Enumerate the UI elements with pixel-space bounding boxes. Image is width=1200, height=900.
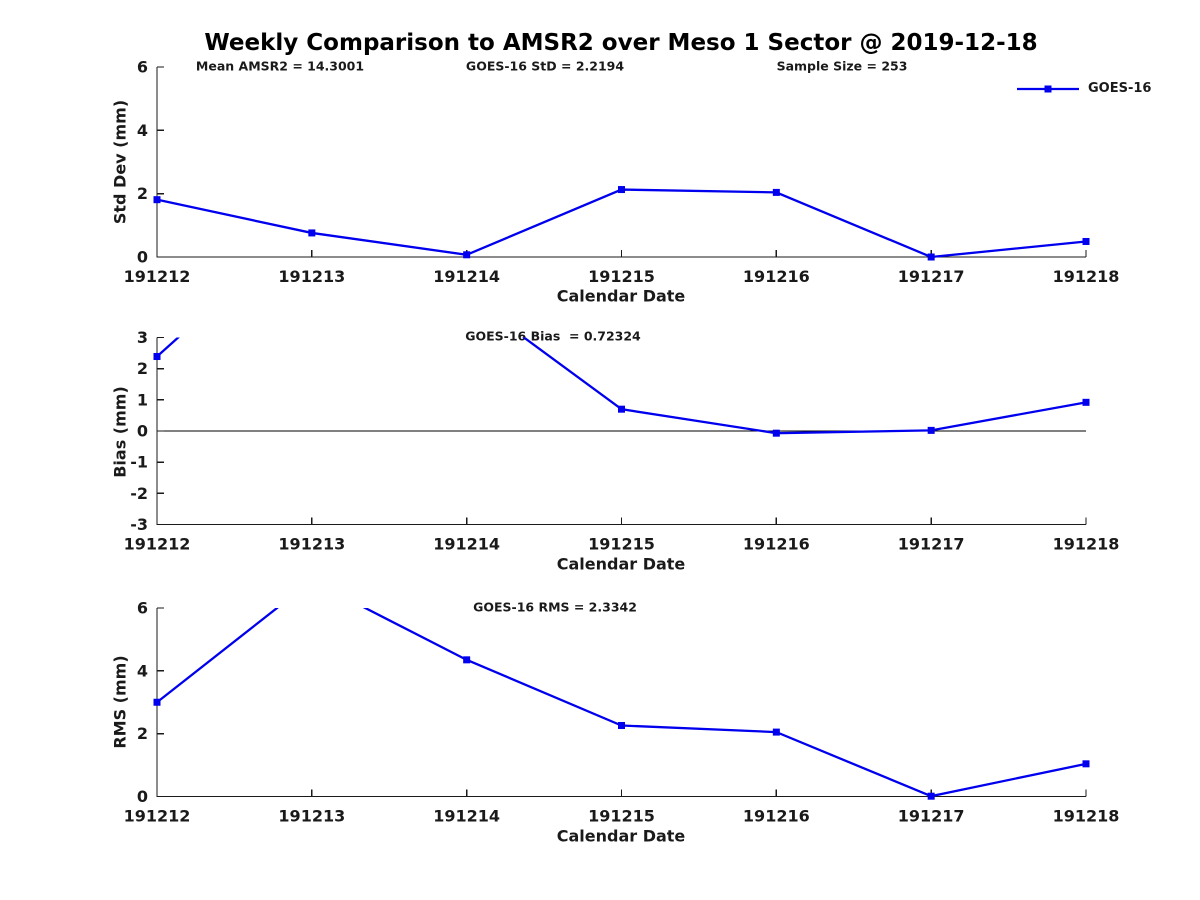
data-point-marker xyxy=(772,728,780,736)
y-tick-label: 6 xyxy=(137,58,148,77)
x-tick-label: 191213 xyxy=(278,807,345,826)
y-tick-label: 0 xyxy=(137,787,148,806)
x-axis-label-calendar-date-3: Calendar Date xyxy=(556,826,686,846)
data-line-goes16 xyxy=(156,608,1087,798)
chart-panel-bias: -3 -2 -1 0 1 2 3 191212 191213 191214 191215 191216… xyxy=(124,328,1120,554)
x-tick-label: 191215 xyxy=(588,807,655,826)
x-tick-label: 191216 xyxy=(743,535,810,554)
y-tick-label: 3 xyxy=(137,328,148,347)
data-line-goes16 xyxy=(156,337,1087,435)
x-tick-label: 191215 xyxy=(588,267,655,286)
data-point-marker xyxy=(618,721,625,729)
x-tick-label: 191214 xyxy=(433,267,500,286)
x-tick-label: 191213 xyxy=(278,535,345,554)
x-tick-label: 191212 xyxy=(124,807,191,826)
data-point-marker xyxy=(153,353,161,361)
annotation-goes16-std: GOES-16 StD = 2.2194 xyxy=(465,58,625,74)
axis-spine xyxy=(156,608,1086,798)
annotation-sample-size: Sample Size = 253 xyxy=(776,58,908,74)
data-point-marker xyxy=(618,186,625,194)
x-tick-label: 191218 xyxy=(1053,535,1120,554)
x-axis-label-calendar-date-1: Calendar Date xyxy=(556,286,686,306)
data-point-marker xyxy=(308,229,316,237)
annotation-mean-amsr2: Mean AMSR2 = 14.3001 xyxy=(195,58,365,74)
data-point-marker xyxy=(927,426,935,434)
data-point-marker xyxy=(463,251,471,259)
x-tick-label: 191216 xyxy=(743,807,810,826)
y-tick-label: 2 xyxy=(137,359,148,378)
annotation-goes16-rms: GOES-16 RMS = 2.3342 xyxy=(473,599,637,615)
x-tick-label: 191218 xyxy=(1053,807,1120,826)
y-tick-label: 0 xyxy=(137,248,148,267)
y-tick-label: -1 xyxy=(130,453,148,472)
data-point-marker xyxy=(1082,760,1090,768)
y-tick-label: 0 xyxy=(137,422,148,441)
legend-line-sample xyxy=(1017,85,1079,92)
figure-title: Weekly Comparison to AMSR2 over Meso 1 S… xyxy=(204,30,1038,56)
y-tick-label: 2 xyxy=(137,724,148,743)
x-tick-label: 191214 xyxy=(433,535,500,554)
data-point-marker xyxy=(1082,398,1090,406)
legend-label: GOES-16 xyxy=(1088,81,1152,96)
data-line-goes16 xyxy=(156,188,1087,259)
annotation-goes16-bias: GOES-16 Bias = 0.72324 xyxy=(465,328,641,344)
x-tick-label: 191213 xyxy=(278,267,345,286)
x-tick-label: 191216 xyxy=(743,267,810,286)
x-tick-label: 191218 xyxy=(1053,267,1120,286)
y-tick-label: 2 xyxy=(137,184,148,203)
y-tick-label: 6 xyxy=(137,599,148,618)
x-tick-label: 191217 xyxy=(898,267,965,286)
x-tick-label: 191217 xyxy=(898,535,965,554)
legend: GOES-16 xyxy=(1017,80,1151,97)
data-point-marker xyxy=(153,698,161,706)
data-point-marker xyxy=(463,656,471,664)
chart-panel-std-dev: 0 2 4 6 191212 191213 191214 191215 191216 191217… xyxy=(124,58,1120,287)
x-tick-label: 191215 xyxy=(588,535,655,554)
legend-marker-icon xyxy=(1044,85,1052,92)
data-point-marker xyxy=(927,792,935,800)
data-point-marker xyxy=(618,405,625,413)
y-tick-label: 1 xyxy=(137,390,148,409)
y-tick-label: 4 xyxy=(137,661,148,680)
x-axis-label-calendar-date-2: Calendar Date xyxy=(556,554,686,574)
data-point-marker xyxy=(927,253,935,261)
x-tick-label: 191212 xyxy=(124,535,191,554)
data-point-marker xyxy=(1082,237,1090,245)
x-tick-label: 191217 xyxy=(898,807,965,826)
data-point-marker xyxy=(772,429,780,437)
y-tick-label: -3 xyxy=(130,515,148,534)
chart-panel-rms: 0 2 4 6 191212 191213 191214 191215 191216 191217… xyxy=(124,599,1120,826)
data-point-marker xyxy=(772,188,780,196)
x-tick-label: 191214 xyxy=(433,807,500,826)
data-point-marker xyxy=(153,196,161,204)
y-tick-label: 4 xyxy=(137,121,148,140)
y-tick-label: -2 xyxy=(130,484,148,503)
x-tick-label: 191212 xyxy=(124,267,191,286)
